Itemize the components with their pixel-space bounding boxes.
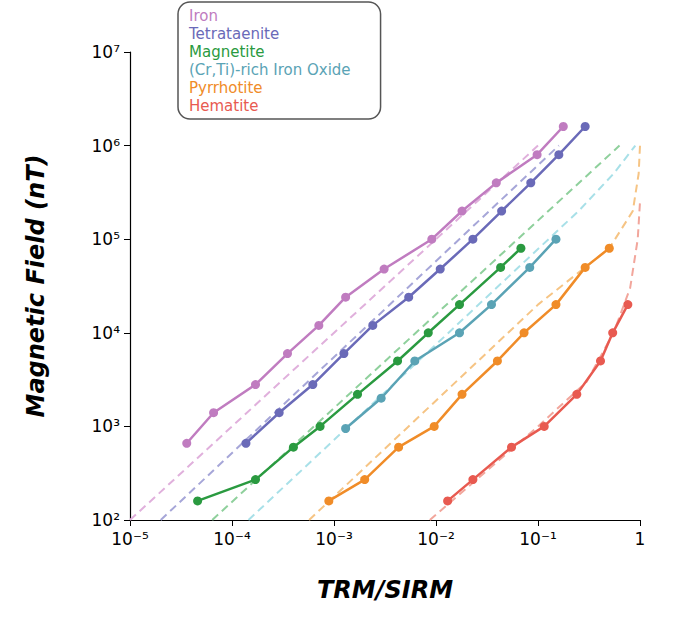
svg-text:Pyrrhotite: Pyrrhotite [189, 79, 263, 97]
svg-text:10⁵: 10⁵ [92, 229, 120, 249]
svg-text:10⁻²: 10⁻² [417, 529, 454, 549]
svg-text:Magnetic Field (nT): Magnetic Field (nT) [22, 155, 50, 418]
svg-text:10⁶: 10⁶ [92, 136, 121, 156]
svg-text:TRM/SIRM: TRM/SIRM [317, 576, 453, 604]
svg-text:10⁻⁵: 10⁻⁵ [111, 529, 148, 549]
svg-text:10⁷: 10⁷ [92, 42, 121, 62]
svg-text:1: 1 [635, 529, 646, 549]
svg-text:Magnetite: Magnetite [189, 43, 265, 61]
svg-text:10⁻³: 10⁻³ [315, 529, 352, 549]
svg-text:10²: 10² [92, 510, 120, 530]
svg-text:10⁻⁴: 10⁻⁴ [213, 529, 251, 549]
svg-text:Tetrataenite: Tetrataenite [188, 25, 279, 43]
svg-text:10³: 10³ [92, 416, 120, 436]
svg-text:Iron: Iron [189, 7, 218, 25]
svg-text:10⁴: 10⁴ [92, 323, 121, 343]
svg-text:(Cr,Ti)-rich Iron Oxide: (Cr,Ti)-rich Iron Oxide [189, 61, 351, 79]
svg-text:Hematite: Hematite [189, 97, 258, 115]
svg-text:10⁻¹: 10⁻¹ [519, 529, 556, 549]
